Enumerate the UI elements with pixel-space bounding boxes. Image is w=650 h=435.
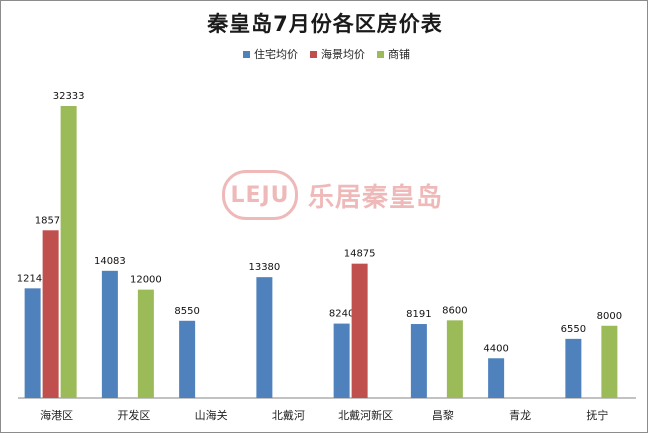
watermark-logo: LEJU 乐居秦皇岛	[222, 170, 443, 220]
x-tick-label: 北戴河新区	[338, 408, 393, 422]
data-label: 4400	[483, 343, 508, 354]
x-tick-label: 抚宁	[586, 408, 608, 422]
legend-swatch-shops	[377, 50, 384, 58]
data-label: 8550	[174, 306, 199, 317]
bar	[101, 270, 118, 398]
x-tick-label: 昌黎	[432, 408, 454, 422]
bar	[42, 230, 59, 398]
bar	[24, 288, 41, 398]
bar	[137, 289, 154, 398]
bar	[565, 338, 582, 398]
bar	[410, 324, 427, 398]
bar	[179, 320, 196, 398]
bar	[601, 325, 618, 398]
legend-item-shops: 商铺	[377, 46, 410, 62]
chart-legend: 住宅均价 海景均价 商铺	[243, 46, 410, 62]
x-tick-label: 山海关	[195, 408, 228, 422]
data-label: 12143	[17, 273, 49, 284]
bar	[333, 323, 350, 398]
data-label: 8240	[329, 309, 354, 320]
data-label: 14083	[94, 256, 126, 267]
bar	[446, 320, 463, 398]
x-tick-label: 开发区	[117, 408, 150, 422]
data-label: 8000	[597, 311, 622, 322]
legend-label-shops: 商铺	[388, 48, 410, 61]
watermark-text: 乐居秦皇岛	[308, 182, 444, 213]
x-tick-label: 北戴河	[272, 408, 305, 422]
bar	[256, 277, 273, 398]
chart-title: 秦皇岛7月份各区房价表	[207, 12, 443, 36]
data-label: 8191	[406, 309, 431, 320]
watermark-badge: LEJU	[222, 170, 298, 220]
data-label: 32333	[53, 91, 85, 102]
legend-swatch-residential	[243, 50, 250, 58]
data-label: 13380	[248, 262, 280, 273]
data-label: 14875	[344, 249, 376, 260]
legend-swatch-seaview	[310, 50, 317, 58]
legend-item-residential: 住宅均价	[243, 46, 298, 62]
data-label: 6550	[561, 324, 586, 335]
bar	[351, 263, 368, 398]
legend-label-residential: 住宅均价	[254, 48, 298, 61]
data-label: 18571	[35, 215, 67, 226]
x-tick-label: 海港区	[40, 408, 73, 422]
x-tick-label: 青龙	[509, 409, 531, 422]
legend-item-seaview: 海景均价	[310, 46, 365, 62]
data-label: 8600	[442, 305, 467, 316]
bar	[60, 106, 77, 398]
data-label: 12000	[130, 275, 162, 286]
legend-label-seaview: 海景均价	[321, 48, 365, 61]
bar	[488, 358, 505, 398]
